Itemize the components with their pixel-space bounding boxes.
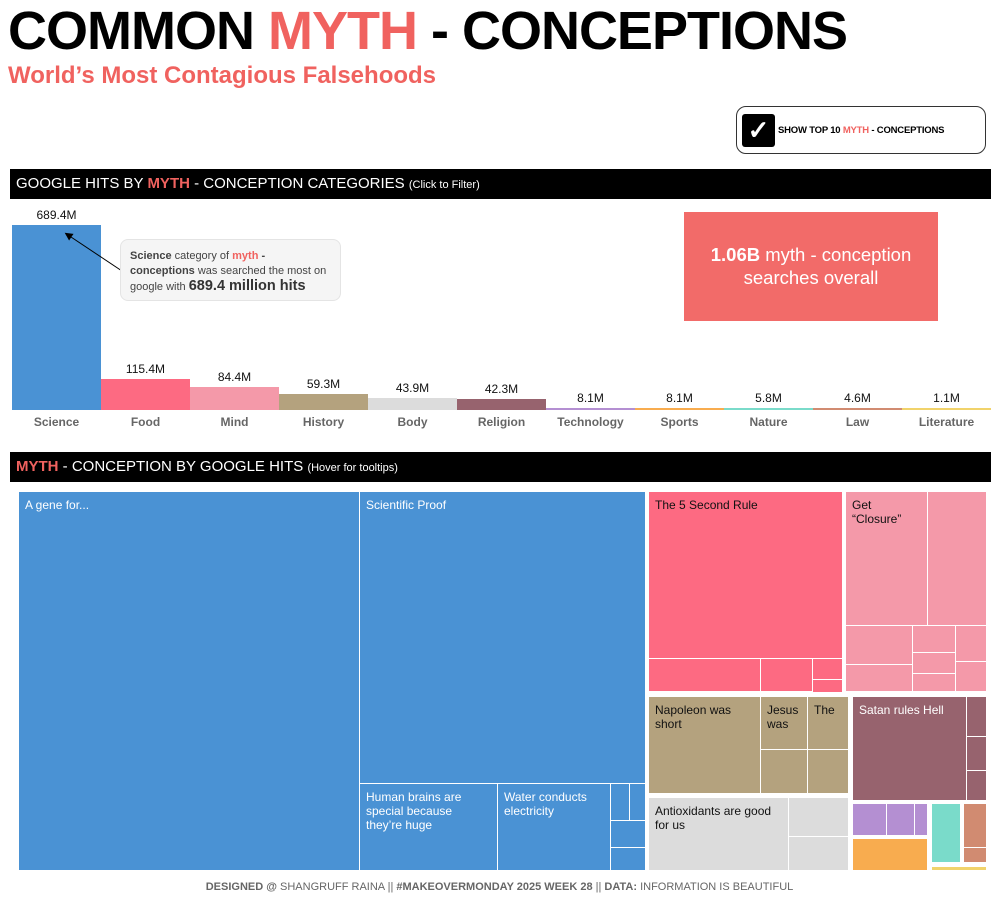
bar-value-label: 1.1M bbox=[933, 391, 960, 405]
treemap-tile-the[interactable]: The bbox=[807, 696, 849, 750]
category-label[interactable]: Sports bbox=[660, 415, 699, 429]
category-label[interactable]: Nature bbox=[749, 415, 788, 429]
treemap-tile[interactable] bbox=[852, 803, 887, 836]
treemap-tile[interactable] bbox=[852, 838, 928, 871]
treemap-tile[interactable] bbox=[963, 803, 987, 848]
treemap-tile-get-closure[interactable]: Get “Closure” bbox=[845, 491, 928, 626]
bar-value-label: 59.3M bbox=[306, 377, 341, 392]
treemap-tile[interactable] bbox=[610, 783, 630, 821]
treemap-tile-antioxidants[interactable]: Antioxidants are good for us bbox=[648, 797, 789, 871]
bar-law[interactable] bbox=[813, 408, 902, 410]
title-part: COMMON bbox=[8, 1, 268, 61]
treemap-tile-napoleon[interactable]: Napoleon was short bbox=[648, 696, 761, 794]
toggle-label: SHOW TOP 10 MYTH - CONCEPTIONS bbox=[778, 124, 945, 136]
category-label[interactable]: Literature bbox=[918, 415, 975, 429]
treemap-tile-jesus[interactable]: Jesus was bbox=[760, 696, 808, 750]
bar-value-label: 84.4M bbox=[217, 370, 252, 385]
treemap-tile-gene[interactable]: A gene for... bbox=[18, 491, 360, 871]
treemap-tile[interactable] bbox=[886, 803, 915, 836]
treemap-tile[interactable] bbox=[845, 664, 913, 692]
treemap-tile[interactable] bbox=[912, 652, 956, 674]
bar-food[interactable] bbox=[101, 379, 190, 410]
treemap-tile-human-brains[interactable]: Human brains are special because they’re… bbox=[359, 783, 498, 871]
category-label[interactable]: Body bbox=[397, 415, 428, 429]
treemap-tile[interactable] bbox=[955, 661, 987, 692]
bar-literature[interactable] bbox=[902, 408, 991, 410]
callout-arrow bbox=[64, 232, 123, 272]
title-highlight: MYTH bbox=[267, 1, 418, 61]
treemap-tile[interactable] bbox=[931, 866, 987, 871]
treemap-tile[interactable] bbox=[912, 625, 956, 653]
bar-section-header: GOOGLE HITS BY MYTH - CONCEPTION CATEGOR… bbox=[10, 169, 991, 199]
bar-value-label: 115.4M bbox=[125, 362, 166, 377]
bar-history[interactable] bbox=[279, 394, 368, 410]
treemap-tile-satan[interactable]: Satan rules Hell bbox=[852, 696, 967, 801]
science-annotation: Science category of myth - conceptions w… bbox=[120, 239, 341, 301]
bar-mind[interactable] bbox=[190, 387, 279, 410]
treemap-tile[interactable] bbox=[788, 797, 849, 837]
show-top-10-toggle[interactable]: ✓ SHOW TOP 10 MYTH - CONCEPTIONS bbox=[736, 106, 986, 154]
category-label[interactable]: Religion bbox=[477, 415, 526, 429]
checkbox-checked-icon[interactable]: ✓ bbox=[742, 113, 775, 147]
treemap-tile[interactable] bbox=[966, 736, 987, 771]
bar-sports[interactable] bbox=[635, 407, 724, 410]
bar-nature[interactable] bbox=[724, 408, 813, 410]
treemap-tile[interactable] bbox=[648, 658, 761, 692]
treemap-tile[interactable] bbox=[966, 696, 987, 737]
bar-body[interactable] bbox=[368, 398, 457, 410]
category-label[interactable]: Food bbox=[130, 415, 161, 429]
bar-value-label: 689.4M bbox=[36, 208, 77, 222]
footer-credits: DESIGNED @ SHANGRUFF RAINA || #MAKEOVERM… bbox=[205, 881, 794, 893]
treemap-tile-scientific-proof[interactable]: Scientific Proof bbox=[359, 491, 646, 784]
bar-value-label: 5.8M bbox=[755, 391, 782, 405]
page-subtitle: World’s Most Contagious Falsehoods bbox=[8, 62, 437, 89]
treemap-tile[interactable] bbox=[914, 803, 928, 836]
treemap-tile[interactable] bbox=[955, 625, 987, 662]
treemap-tile[interactable] bbox=[629, 783, 646, 821]
treemap-tile[interactable] bbox=[760, 658, 813, 692]
bar-science[interactable] bbox=[12, 225, 101, 410]
treemap-tile[interactable] bbox=[812, 658, 843, 680]
category-label[interactable]: History bbox=[302, 415, 345, 429]
treemap-tile[interactable] bbox=[966, 770, 987, 801]
bar-value-label: 8.1M bbox=[577, 390, 604, 405]
bar-value-label: 4.6M bbox=[844, 391, 871, 405]
treemap-tile[interactable] bbox=[610, 820, 646, 848]
treemap-tile[interactable] bbox=[845, 625, 913, 665]
bar-technology[interactable] bbox=[546, 407, 635, 410]
treemap-tile[interactable] bbox=[912, 673, 956, 692]
treemap-tile[interactable] bbox=[760, 749, 808, 794]
category-label[interactable]: Technology bbox=[557, 415, 624, 429]
bar-value-label: 8.1M bbox=[666, 390, 693, 405]
treemap-tile[interactable] bbox=[931, 803, 961, 863]
treemap-tile[interactable] bbox=[807, 749, 849, 794]
treemap-tile-water[interactable]: Water conducts electricity bbox=[497, 783, 611, 871]
page-title: COMMON MYTH - CONCEPTIONS bbox=[8, 0, 848, 62]
treemap-tile-5-second-rule[interactable]: The 5 Second Rule bbox=[648, 491, 843, 659]
treemap-tile[interactable] bbox=[927, 491, 987, 626]
bar-value-label: 43.9M bbox=[395, 381, 430, 396]
treemap-tile[interactable] bbox=[788, 836, 849, 871]
category-label[interactable]: Law bbox=[845, 415, 870, 429]
title-part: - CONCEPTIONS bbox=[416, 1, 848, 61]
treemap-tile[interactable] bbox=[963, 847, 987, 863]
bar-religion[interactable] bbox=[457, 398, 546, 410]
treemap-tile[interactable] bbox=[610, 847, 646, 871]
treemap-tile[interactable] bbox=[812, 679, 843, 693]
category-label[interactable]: Science bbox=[33, 415, 80, 429]
total-searches-kpi: 1.06B myth - conception searches overall bbox=[684, 212, 938, 321]
treemap-section-header: MYTH - CONCEPTION BY GOOGLE HITS (Hover … bbox=[10, 452, 991, 482]
category-label[interactable]: Mind bbox=[220, 415, 249, 429]
bar-value-label: 42.3M bbox=[484, 381, 519, 396]
